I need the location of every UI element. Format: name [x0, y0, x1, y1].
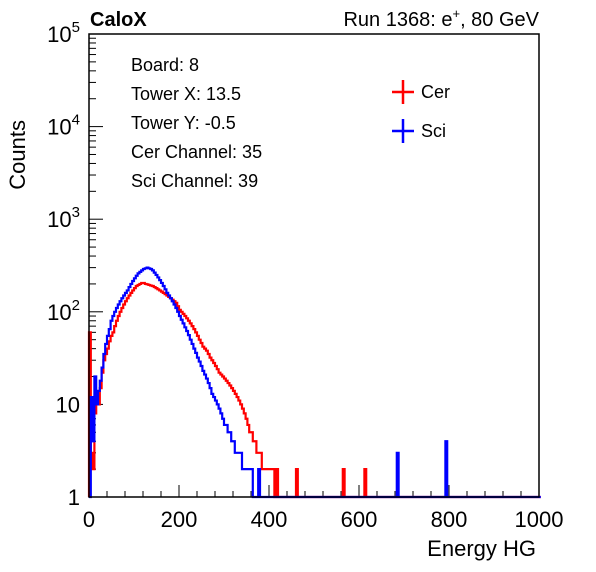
x-tick-label: 200 — [161, 507, 198, 532]
legend-entry-cer: Cer — [392, 80, 450, 104]
x-tick-label: 0 — [83, 507, 95, 532]
chart-title-right: Run 1368: e+, 80 GeV — [343, 6, 539, 31]
x-tick-label: 800 — [431, 507, 468, 532]
y-tick-label: 105 — [47, 19, 80, 47]
info-box: Board: 8 Tower X: 13.5 Tower Y: -0.5 Cer… — [120, 42, 360, 200]
chart-title-right-suffix: , 80 GeV — [460, 9, 540, 31]
axis-ticks: 0 200 400 600 800 1000 1 10 102 103 104 105 — [47, 19, 563, 532]
info-cer-channel: Cer Channel: 35 — [131, 142, 262, 162]
y-tick-label: 1 — [68, 485, 80, 510]
y-tick-label: 102 — [47, 297, 80, 325]
x-tick-label: 1000 — [515, 507, 564, 532]
y-tick-label: 104 — [47, 112, 80, 140]
y-tick-label: 10 — [56, 392, 80, 417]
info-sci-channel: Sci Channel: 39 — [131, 171, 258, 191]
chart-title-left: CaloX — [90, 9, 147, 31]
plot-frame — [88, 33, 540, 498]
y-tick-label: 103 — [47, 204, 80, 232]
legend-sci-label: Sci — [421, 121, 446, 141]
chart-title-right-prefix: Run 1368: e — [343, 9, 452, 31]
x-axis-label: Energy HG — [427, 536, 536, 561]
legend: Cer Sci — [392, 80, 450, 143]
legend-entry-sci: Sci — [392, 119, 446, 143]
info-tower-x: Tower X: 13.5 — [131, 84, 241, 104]
chart-title-right-superscript: + — [452, 6, 460, 21]
x-tick-label: 400 — [251, 507, 288, 532]
info-box-background — [120, 42, 360, 200]
x-tick-label: 600 — [341, 507, 378, 532]
info-tower-y: Tower Y: -0.5 — [131, 113, 236, 133]
legend-cer-label: Cer — [421, 82, 450, 102]
info-board: Board: 8 — [131, 55, 199, 75]
y-axis-label: Counts — [5, 120, 30, 190]
